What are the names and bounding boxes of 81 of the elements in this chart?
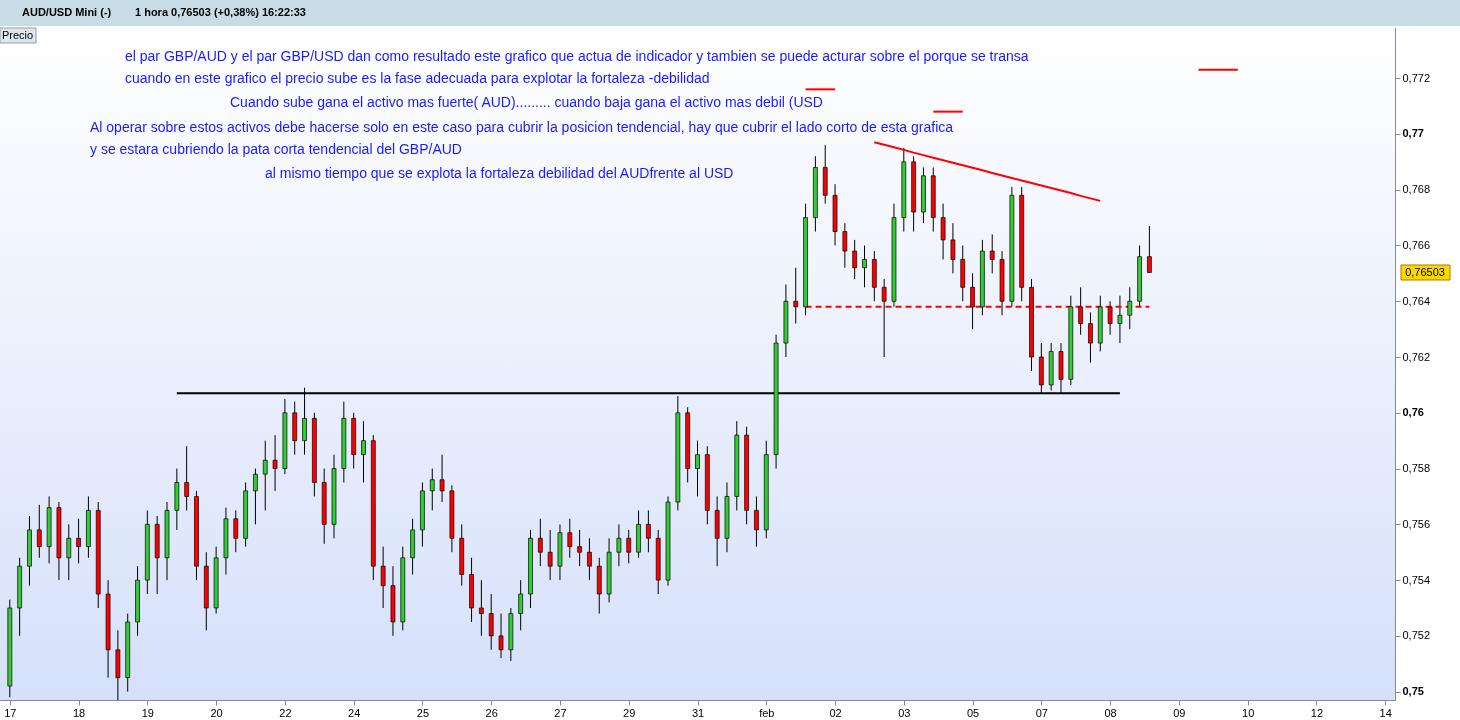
x-tick-label: 19	[141, 706, 154, 719]
annotation: Cuando sube gana el activo mas fuerte( AUD)......... cuando baja gana el activo mas debil (USD	[230, 94, 823, 110]
candlestick	[587, 537, 592, 581]
candlestick	[488, 593, 494, 651]
chart-title: AUD/USD Mini (-)	[22, 6, 112, 18]
candlestick	[262, 440, 268, 511]
y-tick-label: 0,754	[1402, 573, 1431, 586]
x-tick-label: 12	[1310, 706, 1324, 719]
candlestick	[646, 509, 651, 553]
annotation: Al operar sobre estos activos debe hacerse solo en este caso para cubrir la posicion tendencial, hay que cubrir el lado corto de esta grafica	[90, 119, 954, 135]
candlestick	[754, 495, 759, 548]
y-tick-label: 0,756	[1402, 517, 1431, 530]
x-tick-label: 31	[691, 706, 705, 719]
candlestick	[429, 468, 435, 511]
y-tick-label: 0,766	[1402, 238, 1431, 251]
candlestick	[567, 518, 573, 559]
x-tick-label: 18	[72, 706, 86, 719]
y-tick-label: 0,768	[1402, 183, 1431, 196]
candlestick	[616, 523, 622, 567]
candlestick	[66, 523, 72, 581]
candlestick	[852, 239, 858, 280]
y-tick-label: 0,762	[1402, 350, 1431, 363]
candlestick	[184, 445, 189, 511]
x-tick-label: 02	[829, 706, 842, 719]
x-tick-label: 09	[1173, 706, 1186, 719]
candlestick	[36, 504, 42, 559]
x-tick-label: 14	[1379, 706, 1392, 719]
candlestick	[793, 267, 799, 325]
annotation: el par GBP/AUD y el par GBP/USD dan como resultado este grafico que actua de indicador y tambien se puede acturar sobre el porque se transa	[125, 48, 1029, 64]
candlestick	[842, 222, 848, 269]
candlestick	[233, 509, 239, 553]
y-tick-label: 0,75	[1402, 685, 1424, 698]
y-tick-label: 0,758	[1402, 462, 1431, 475]
y-tick-label: 0,77	[1402, 127, 1424, 140]
y-tick-label: 0,764	[1402, 294, 1431, 307]
candlestick	[950, 222, 956, 274]
candlestick	[1088, 311, 1093, 364]
candlestick	[361, 420, 366, 484]
x-tick-label: 22	[279, 706, 292, 719]
x-tick-label: 10	[1242, 706, 1255, 719]
annotation: cuando en este grafico el precio sube es la fase adecuada para explotar la fortaleza -debilidad	[125, 70, 710, 86]
candlestick	[498, 613, 504, 659]
candlestick	[1127, 286, 1133, 330]
y-axis-title: Precio	[2, 29, 34, 41]
candlestick	[253, 468, 258, 525]
candlestick	[940, 203, 946, 260]
y-tick-label: 0,752	[1402, 629, 1431, 642]
candlestick	[537, 518, 543, 567]
candlestick	[547, 529, 553, 581]
candlestick	[862, 244, 867, 288]
candlestick	[518, 579, 524, 631]
x-tick-label: 20	[210, 706, 223, 719]
y-tick-label: 0,76	[1402, 406, 1424, 419]
candlestick	[479, 579, 484, 637]
x-tick-label: 27	[554, 706, 567, 719]
x-tick-label: 24	[348, 706, 361, 719]
candlestick	[989, 233, 995, 274]
annotation: y se estara cubriendo la pata corta tendencial del GBP/AUD	[90, 141, 462, 157]
x-tick-label: 07	[1035, 706, 1048, 719]
x-tick-label: 25	[416, 706, 430, 719]
x-tick-label: 29	[623, 706, 636, 719]
x-tick-label: feb	[759, 706, 775, 719]
x-tick-label: 08	[1104, 706, 1117, 719]
candlestick	[577, 529, 582, 567]
candlestick	[380, 546, 386, 609]
candlestick	[272, 434, 278, 492]
text: 0,76503	[1405, 266, 1445, 278]
x-tick-label: 26	[485, 706, 498, 719]
candlestick	[695, 440, 700, 497]
chart-subtitle: 1 hora 0,76503 (+0,38%) 16:22:33	[135, 6, 306, 18]
x-tick-label: 03	[898, 706, 911, 719]
candlestick	[1147, 225, 1152, 274]
candlestick	[76, 518, 81, 564]
candlestick	[439, 454, 445, 503]
annotation: al mismo tiempo que se explota la fortaleza debilidad del AUDfrente al USD	[265, 165, 734, 181]
candlestick	[1117, 295, 1123, 344]
y-tick-label: 0,772	[1402, 71, 1431, 84]
candlestick	[626, 529, 632, 564]
line-series	[873, 141, 1102, 202]
x-tick-label: 05	[966, 706, 980, 719]
x-tick-label: 17	[4, 706, 17, 719]
